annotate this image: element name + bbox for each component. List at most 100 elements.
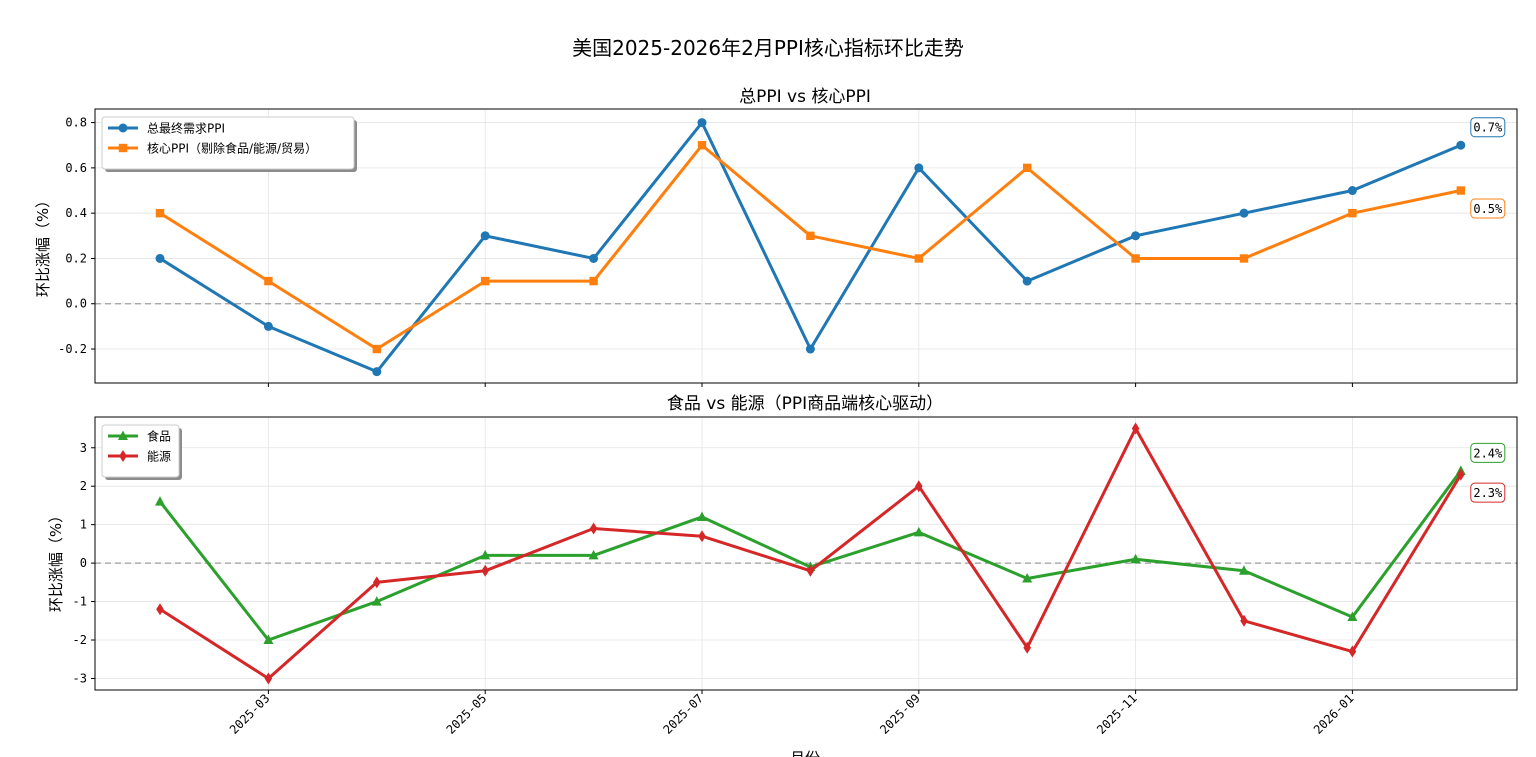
legend-label: 能源	[147, 450, 171, 464]
data-point	[264, 672, 273, 685]
x-tick-label: 2025-11	[1094, 691, 1140, 737]
y-tick-label: 1	[80, 518, 87, 532]
x-axis-label: 月份	[790, 749, 820, 757]
data-point	[155, 208, 165, 218]
y-tick-label: -2	[73, 633, 87, 647]
data-point	[915, 480, 923, 493]
data-point	[1347, 611, 1358, 621]
series-食品	[155, 465, 1466, 645]
y-tick-label: 3	[80, 441, 87, 455]
data-point	[371, 596, 382, 606]
data-point	[481, 276, 490, 286]
data-point	[263, 634, 274, 645]
x-tick-label: 2025-05	[444, 691, 490, 737]
data-point	[481, 564, 489, 577]
panel-ppi: 总PPI vs 核心PPI 环比涨幅（%） -0.2 0.0 0.2 0.4 0.6 0.…	[34, 87, 1518, 387]
data-point	[913, 526, 924, 537]
panel-food-energy-title: 食品 vs 能源（PPI商品端核心驱动）	[667, 394, 943, 414]
panel-food-energy: 食品 vs 能源（PPI商品端核心驱动） 环比涨幅（%） -3-2-10123 …	[47, 394, 1518, 694]
legend-item: 食品	[108, 429, 171, 444]
legend-marker	[118, 430, 128, 440]
x-tick-label: 2025-03	[227, 691, 273, 737]
data-point	[806, 564, 815, 577]
data-point	[697, 141, 707, 150]
y-tick-label: -0.2	[58, 342, 87, 356]
end-value-text: 2.3%	[1473, 486, 1503, 500]
data-point	[914, 163, 924, 173]
data-point	[264, 276, 273, 286]
panel-ppi-title: 总PPI vs 核心PPI	[739, 87, 871, 107]
series-总最终需求PPI	[155, 118, 1466, 377]
legend-label: 总最终需求PPI	[147, 121, 225, 136]
data-point	[1348, 645, 1357, 658]
data-point	[1130, 553, 1141, 564]
legend-box	[101, 116, 355, 170]
panel-food-energy-ylabel: 环比涨幅（%）	[47, 508, 65, 612]
end-value-text: 0.7%	[1473, 121, 1503, 135]
end-value-box	[1470, 198, 1506, 219]
data-point	[589, 276, 598, 286]
y-tick-label: 0.8	[65, 116, 87, 130]
data-point	[1457, 468, 1465, 481]
data-point	[1022, 276, 1032, 286]
series-line	[159, 427, 1463, 680]
data-point	[1239, 565, 1249, 575]
legend-label: 食品	[147, 429, 171, 444]
data-point	[1240, 614, 1248, 627]
data-point	[1347, 186, 1357, 196]
data-point	[1239, 208, 1249, 218]
end-value-text: 0.5%	[1473, 202, 1503, 216]
y-tick-label: -3	[73, 671, 87, 685]
end-value-label: 2.4%	[1470, 442, 1506, 463]
data-point	[1456, 140, 1466, 150]
data-point	[372, 344, 381, 354]
data-point	[1348, 208, 1357, 218]
end-value-text: 2.4%	[1473, 446, 1503, 460]
y-tick-label: 0.0	[65, 297, 87, 311]
legend-label: 核心PPI（剔除食品/能源/贸易）	[147, 141, 317, 156]
series-核心PPI（剔除食品/能源/贸易）	[155, 141, 1465, 354]
data-point	[373, 576, 381, 589]
y-tick-label: -1	[73, 595, 87, 609]
legend-marker	[118, 143, 128, 153]
data-point	[155, 253, 165, 263]
data-point	[1022, 572, 1033, 583]
y-tick-label: 0.2	[65, 251, 87, 265]
y-tick-label: 2	[80, 479, 87, 493]
series-line	[158, 469, 1463, 642]
data-point	[698, 530, 706, 543]
data-point	[1131, 254, 1140, 263]
y-tick-label: 0	[80, 556, 87, 570]
panel-ppi-frame	[94, 108, 1518, 384]
end-value-box	[1470, 442, 1506, 463]
panel-food-energy-frame	[94, 416, 1518, 691]
x-tick-label: 2025-07	[660, 691, 706, 737]
y-tick-label: 0.6	[65, 161, 87, 175]
panel-ppi-ylabel: 环比涨幅（%）	[34, 193, 52, 297]
data-point	[589, 522, 598, 535]
data-point	[1023, 641, 1031, 654]
legend-item: 总最终需求PPI	[108, 121, 225, 136]
data-point	[805, 344, 815, 354]
x-tick-label: 2026-01	[1311, 691, 1357, 737]
end-value-label: 0.5%	[1470, 198, 1506, 219]
y-tick-label: 0.4	[65, 206, 87, 220]
end-value-label: 0.7%	[1470, 117, 1506, 138]
data-point	[1131, 422, 1140, 435]
data-point	[806, 231, 815, 241]
end-value-label: 2.3%	[1470, 482, 1506, 503]
data-point	[156, 603, 164, 616]
data-point	[480, 231, 490, 241]
end-value-box	[1470, 117, 1506, 138]
data-point	[1456, 186, 1465, 195]
panel-ppi-legend: 总最终需求PPI 核心PPI（剔除食品/能源/贸易）	[101, 116, 357, 172]
data-point	[589, 253, 599, 263]
data-point	[1023, 163, 1032, 173]
data-point	[697, 511, 707, 521]
data-point	[697, 118, 707, 128]
series-能源	[156, 422, 1465, 685]
data-point	[588, 549, 599, 560]
x-tick-labels: 2025-03 2025-05 2025-07 2025-09 2025-11 2026-…	[227, 691, 1357, 737]
